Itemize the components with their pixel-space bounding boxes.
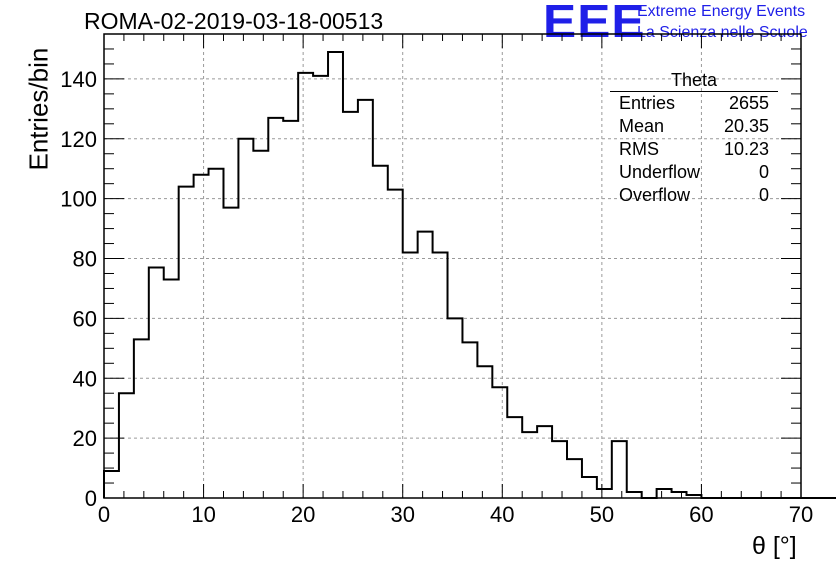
stats-rms-label: RMS xyxy=(619,139,659,159)
histogram-bin-17 xyxy=(358,100,373,498)
x-tick-label-20: 20 xyxy=(291,502,315,527)
histogram-bin-30 xyxy=(552,441,567,498)
histogram-bin-28 xyxy=(522,432,537,498)
y-tick-label-40: 40 xyxy=(73,366,97,391)
x-tick-label-30: 30 xyxy=(390,502,414,527)
chart-title: ROMA-02-2019-03-18-00513 xyxy=(84,8,384,34)
x-tick-label-60: 60 xyxy=(689,502,713,527)
histogram-bin-29 xyxy=(537,426,552,498)
histogram-bin-38 xyxy=(672,492,687,498)
eee-logo: EEE xyxy=(543,0,646,47)
histogram-bin-27 xyxy=(507,417,522,498)
stats-row-entries: Entries 2655 xyxy=(610,92,778,115)
stats-rms-value: 10.23 xyxy=(723,139,769,159)
x-tick-label-70: 70 xyxy=(789,502,813,527)
stats-entries-value: 2655 xyxy=(728,93,769,113)
histogram-bin-31 xyxy=(567,459,582,498)
x-tick-label-0: 0 xyxy=(98,502,110,527)
histogram-bin-13 xyxy=(298,73,313,498)
x-tick-label-10: 10 xyxy=(191,502,215,527)
y-tick-label-0: 0 xyxy=(85,486,97,511)
histogram-series xyxy=(103,50,836,499)
stats-entries-label: Entries xyxy=(619,93,676,113)
logo-line-1: Extreme Energy Events xyxy=(637,3,806,20)
histogram-bin-6 xyxy=(194,175,209,498)
plot-frame xyxy=(103,33,802,499)
histogram-bin-10 xyxy=(253,151,268,498)
histogram-bin-23 xyxy=(448,318,463,498)
histogram-bin-14 xyxy=(313,76,328,498)
y-tick-label-120: 120 xyxy=(60,127,97,152)
logo-line-2: La Scienza nelle Scuole xyxy=(637,24,808,41)
histogram-bin-20 xyxy=(403,253,418,498)
axis-ticks xyxy=(103,33,802,499)
histogram-bin-15 xyxy=(328,52,343,498)
stats-box: Theta Entries 2655 Mean 20.35 RMS 10.23 … xyxy=(610,70,778,207)
y-tick-label-100: 100 xyxy=(60,187,97,212)
histogram-bin-0 xyxy=(104,471,119,498)
stats-underflow-label: Underflow xyxy=(619,162,701,182)
histogram-bin-21 xyxy=(418,232,433,498)
stats-underflow-value: 0 xyxy=(758,162,769,182)
histogram-bin-37 xyxy=(657,489,672,498)
stats-mean-label: Mean xyxy=(619,116,665,136)
histogram-bin-18 xyxy=(373,166,388,498)
tick-labels: 0 10 20 30 40 50 60 70 0 20 40 60 80 100 120 140 xyxy=(60,67,813,527)
stats-row-underflow: Underflow 0 xyxy=(610,161,778,184)
histogram-bin-24 xyxy=(462,342,477,498)
stats-mean-value: 20.35 xyxy=(723,116,769,136)
histogram-bin-2 xyxy=(134,339,149,498)
x-tick-label-40: 40 xyxy=(490,502,514,527)
histogram-bin-9 xyxy=(238,139,253,498)
stats-overflow-value: 0 xyxy=(758,185,769,205)
histogram-bin-35 xyxy=(627,492,642,498)
histogram-bin-4 xyxy=(164,279,179,498)
y-tick-label-20: 20 xyxy=(73,426,97,451)
histogram-bin-16 xyxy=(343,112,358,498)
histogram-bin-34 xyxy=(612,441,627,498)
histogram-bin-7 xyxy=(209,169,224,498)
stats-row-mean: Mean 20.35 xyxy=(610,115,778,138)
histogram-outline xyxy=(103,50,836,499)
x-axis-label: θ [°] xyxy=(752,532,797,560)
x-tick-label-50: 50 xyxy=(590,502,614,527)
y-tick-label-140: 140 xyxy=(60,67,97,92)
histogram-bin-1 xyxy=(119,393,134,498)
stats-title: Theta xyxy=(610,70,778,92)
histogram-bin-25 xyxy=(477,366,492,498)
stats-overflow-label: Overflow xyxy=(619,185,691,205)
histogram-bin-33 xyxy=(597,489,612,498)
stats-row-overflow: Overflow 0 xyxy=(610,184,778,207)
axes-frame xyxy=(103,33,802,499)
histogram-bin-12 xyxy=(283,121,298,498)
histogram-bin-22 xyxy=(433,253,448,498)
y-tick-label-80: 80 xyxy=(73,247,97,272)
y-tick-label-60: 60 xyxy=(73,306,97,331)
grid-lines xyxy=(104,34,801,498)
histogram-bin-5 xyxy=(179,187,194,498)
histogram-bin-26 xyxy=(492,387,507,498)
histogram-bin-32 xyxy=(582,477,597,498)
stats-row-rms: RMS 10.23 xyxy=(610,138,778,161)
histogram-bin-8 xyxy=(223,208,238,498)
histogram-bin-3 xyxy=(149,267,164,498)
histogram-bin-11 xyxy=(268,118,283,498)
histogram-bin-19 xyxy=(388,190,403,498)
